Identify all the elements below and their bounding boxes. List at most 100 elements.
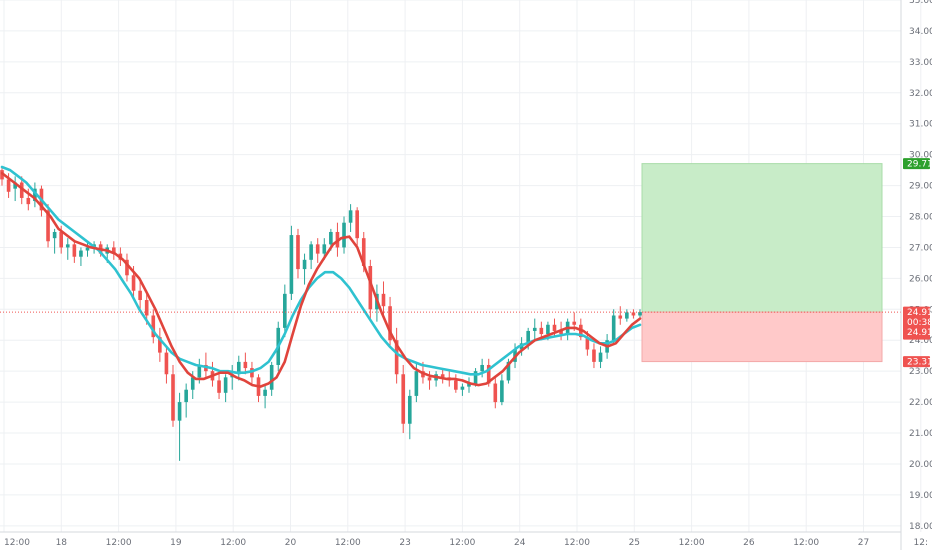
x-tick-label: 12:	[914, 538, 928, 548]
x-tick-label: 23	[399, 538, 410, 548]
candle-body	[223, 377, 228, 393]
candle-body	[427, 377, 432, 381]
candle-body	[539, 327, 544, 335]
stop-badge: 23.31	[903, 356, 932, 368]
candle-body	[625, 312, 629, 319]
candle-body	[131, 275, 136, 291]
candle-body	[85, 247, 90, 251]
x-tick-label: 25	[629, 538, 640, 548]
candle-body	[236, 361, 241, 375]
candle-body	[467, 383, 471, 387]
ma-slow-line	[0, 165, 642, 376]
candle-body	[79, 250, 83, 257]
x-tick-label: 12:00	[793, 538, 819, 548]
y-tick-label: 29.00	[909, 182, 932, 192]
risk-reward-zones[interactable]	[641, 163, 883, 363]
candle-body	[526, 330, 530, 344]
candle-body	[401, 374, 406, 424]
candle-body	[177, 402, 182, 421]
candle-body	[13, 182, 17, 189]
candle-body	[269, 364, 274, 390]
grid	[0, 0, 922, 532]
target-badge: 29.71	[903, 158, 932, 170]
y-tick-label: 23.00	[909, 367, 932, 377]
candle-body	[388, 306, 392, 341]
candle-body	[486, 364, 491, 384]
candle-body	[473, 371, 478, 384]
candle-body	[243, 361, 248, 369]
y-tick-label: 35.00	[909, 0, 932, 6]
x-tick-label: 12:00	[564, 538, 590, 548]
candle-body	[493, 383, 498, 403]
candle-body	[283, 293, 287, 328]
svg-text:24.91: 24.91	[907, 308, 932, 318]
candle-body	[59, 231, 64, 248]
x-tick-label: 12:00	[679, 538, 705, 548]
candle-body	[394, 340, 399, 375]
candle-body	[302, 259, 307, 270]
y-tick-label: 18.00	[909, 522, 932, 532]
candle-body	[144, 300, 149, 316]
candle-body	[506, 361, 511, 381]
x-tick-label: 12:00	[449, 538, 475, 548]
x-tick-label: 27	[858, 538, 869, 548]
candle-body	[329, 231, 333, 245]
candle-body	[414, 371, 419, 396]
candle-body	[480, 364, 484, 372]
candle-body	[342, 222, 346, 248]
candle-body	[552, 324, 557, 331]
candle-body	[361, 238, 366, 266]
svg-text:24.91: 24.91	[907, 328, 932, 338]
time-axis[interactable]: 12:00 18 12:00 19 12:00 20 12:00 23 12:00 24 12:00…	[4, 538, 928, 548]
candle-body	[618, 315, 623, 319]
candle-body	[638, 312, 642, 316]
candle-body	[368, 266, 373, 310]
candle-body	[532, 327, 537, 331]
candle-body	[33, 188, 37, 202]
candle-body	[65, 244, 70, 248]
candles	[0, 167, 642, 461]
svg-text:00:38: 00:38	[907, 318, 932, 328]
candle-body	[309, 244, 313, 260]
moving-averages	[0, 165, 642, 388]
candle-body	[217, 380, 221, 393]
candle-body	[52, 231, 57, 239]
candle-body	[197, 364, 202, 378]
y-tick-label: 26.00	[909, 274, 932, 284]
x-tick-label: 12:00	[4, 538, 30, 548]
candle-body	[546, 324, 550, 335]
entry-price-badge: 24.91 00:38 24.91	[903, 306, 932, 340]
profit-zone[interactable]	[641, 163, 883, 313]
x-tick-label: 12:00	[335, 538, 361, 548]
candle-body	[631, 312, 636, 316]
candle-body	[585, 337, 590, 350]
candle-body	[138, 290, 142, 301]
candle-body	[164, 352, 169, 375]
x-tick-label: 12:00	[106, 538, 132, 548]
y-tick-label: 21.00	[909, 429, 932, 439]
candle-body	[250, 368, 254, 378]
candle-body	[296, 235, 300, 270]
candle-body	[407, 395, 412, 424]
candle-body	[611, 315, 616, 341]
candle-body	[322, 244, 327, 254]
y-tick-label: 19.00	[909, 491, 932, 501]
candle-body	[355, 210, 359, 239]
y-tick-label: 22.00	[909, 398, 932, 408]
candle-body	[572, 321, 577, 325]
y-tick-label: 34.00	[909, 27, 932, 37]
y-tick-label: 24.00	[909, 336, 932, 346]
y-tick-label: 28.00	[909, 213, 932, 223]
y-tick-label: 32.00	[909, 89, 932, 99]
svg-text:29.71: 29.71	[907, 160, 932, 170]
candle-body	[190, 377, 195, 390]
candle-body	[6, 179, 11, 192]
candle-body	[112, 247, 116, 254]
candle-body	[559, 330, 563, 335]
loss-zone[interactable]	[641, 311, 883, 363]
candle-body	[598, 352, 603, 362]
candle-body	[72, 244, 77, 257]
ma-fast-line	[0, 171, 642, 388]
x-tick-label: 18	[56, 538, 68, 548]
